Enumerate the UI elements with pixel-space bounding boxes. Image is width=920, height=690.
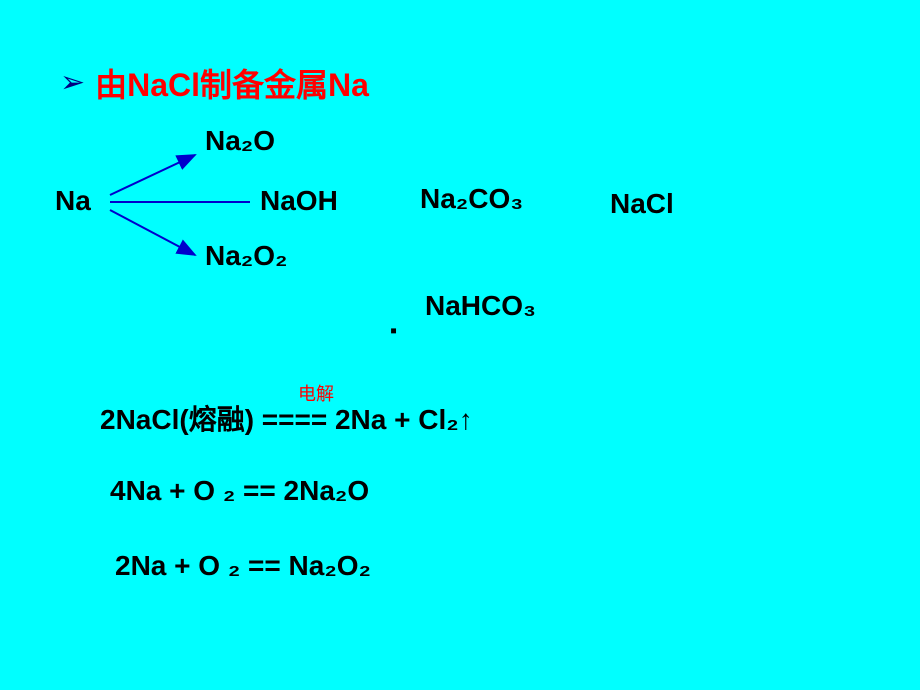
equation-2: 4Na + O ₂ == 2Na₂O	[110, 475, 369, 507]
title-bullet-icon: ➢	[60, 68, 85, 98]
equation-3: 2Na + O ₂ == Na₂O₂	[115, 550, 371, 582]
eq1-condition: 电解	[298, 380, 334, 406]
node-nacl: NaCl	[610, 188, 674, 220]
arrow-na-na2o2	[110, 210, 195, 255]
node-na2o: Na₂O	[205, 125, 275, 157]
eq1-text: 2NaCl(熔融) ==== 2Na + Cl₂↑	[100, 404, 473, 435]
dot-icon: ▪	[390, 320, 397, 343]
title-text: 由NaCl制备金属Na	[95, 60, 369, 106]
slide-title: ➢ 由NaCl制备金属Na	[60, 60, 369, 106]
node-na2co3: Na₂CO₃	[420, 183, 523, 215]
arrow-na-na2o	[110, 155, 195, 195]
node-na: Na	[55, 185, 91, 217]
node-nahco3: NaHCO₃	[425, 290, 536, 322]
equation-1: 2NaCl(熔融) ==== 2Na + Cl₂↑ 电解	[100, 398, 473, 438]
node-na2o2: Na₂O₂	[205, 240, 287, 272]
node-naoh: NaOH	[260, 185, 338, 217]
